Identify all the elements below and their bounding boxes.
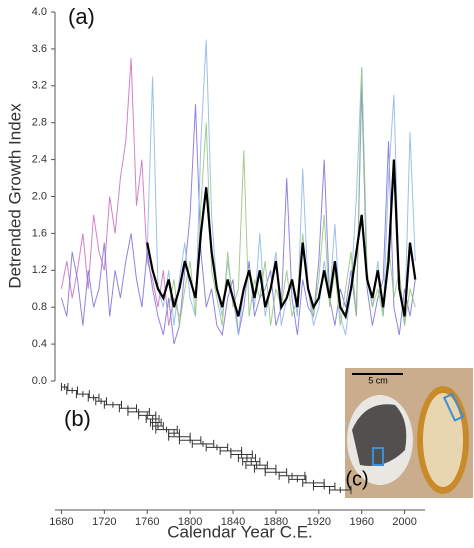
panel-label: (c) bbox=[345, 468, 368, 490]
y-tick-label: 0.4 bbox=[32, 338, 47, 350]
series-line bbox=[146, 159, 417, 320]
date-range bbox=[205, 443, 229, 452]
x-tick-label: 1920 bbox=[307, 516, 331, 528]
date-range bbox=[230, 450, 253, 459]
date-range bbox=[138, 411, 157, 420]
shell-photo: 5 cm (c) bbox=[345, 368, 473, 498]
date-range bbox=[145, 414, 160, 423]
date-range bbox=[152, 422, 164, 431]
x-tick-label: 1800 bbox=[178, 516, 202, 528]
x-tick-label: 1720 bbox=[92, 516, 116, 528]
date-range bbox=[237, 454, 257, 463]
date-range bbox=[329, 486, 352, 494]
date-range bbox=[178, 436, 202, 445]
date-range bbox=[149, 418, 162, 427]
y-tick-label: 1.2 bbox=[32, 264, 47, 276]
date-range bbox=[264, 468, 288, 477]
y-tick-label: 3.2 bbox=[32, 80, 47, 92]
y-tick-label: 4.0 bbox=[32, 6, 47, 18]
series-line bbox=[146, 39, 416, 336]
y-tick-label: 2.8 bbox=[32, 117, 47, 129]
y-tick-label: 0.8 bbox=[32, 301, 47, 313]
x-tick-label: 1840 bbox=[221, 516, 245, 528]
date-range bbox=[155, 425, 178, 434]
scale-label: 5 cm bbox=[368, 375, 388, 385]
date-range bbox=[87, 393, 100, 402]
x-tick-label: 2000 bbox=[392, 516, 416, 528]
sample-box bbox=[442, 392, 465, 422]
y-axis-label: Detrended Growth Index bbox=[5, 103, 24, 289]
date-range bbox=[191, 439, 215, 448]
date-range bbox=[242, 457, 261, 466]
date-range bbox=[95, 397, 107, 406]
x-tick-label: 1960 bbox=[349, 516, 373, 528]
x-axis-label: Calendar Year C.E. bbox=[167, 522, 313, 541]
sample-box bbox=[372, 447, 384, 466]
panel-label: (a) bbox=[68, 4, 95, 29]
shell-band bbox=[352, 404, 407, 466]
y-tick-label: 0.0 bbox=[32, 375, 47, 387]
y-tick-label: 2.4 bbox=[32, 154, 47, 166]
shell-interior-inner bbox=[423, 393, 463, 487]
date-range bbox=[288, 475, 307, 484]
date-range bbox=[75, 390, 90, 399]
x-tick-label: 1760 bbox=[135, 516, 159, 528]
date-range bbox=[278, 471, 306, 480]
panel-label: (b) bbox=[64, 406, 91, 431]
y-tick-label: 1.6 bbox=[32, 227, 47, 239]
x-tick-label: 1880 bbox=[264, 516, 288, 528]
date-range bbox=[245, 461, 268, 470]
date-range bbox=[66, 386, 79, 395]
x-tick-label: 1680 bbox=[49, 516, 73, 528]
y-tick-label: 2.0 bbox=[32, 190, 47, 202]
series-line bbox=[60, 58, 180, 326]
date-range bbox=[168, 429, 180, 438]
date-range bbox=[312, 482, 336, 491]
y-tick-label: 3.6 bbox=[32, 43, 47, 55]
date-range bbox=[103, 400, 122, 409]
